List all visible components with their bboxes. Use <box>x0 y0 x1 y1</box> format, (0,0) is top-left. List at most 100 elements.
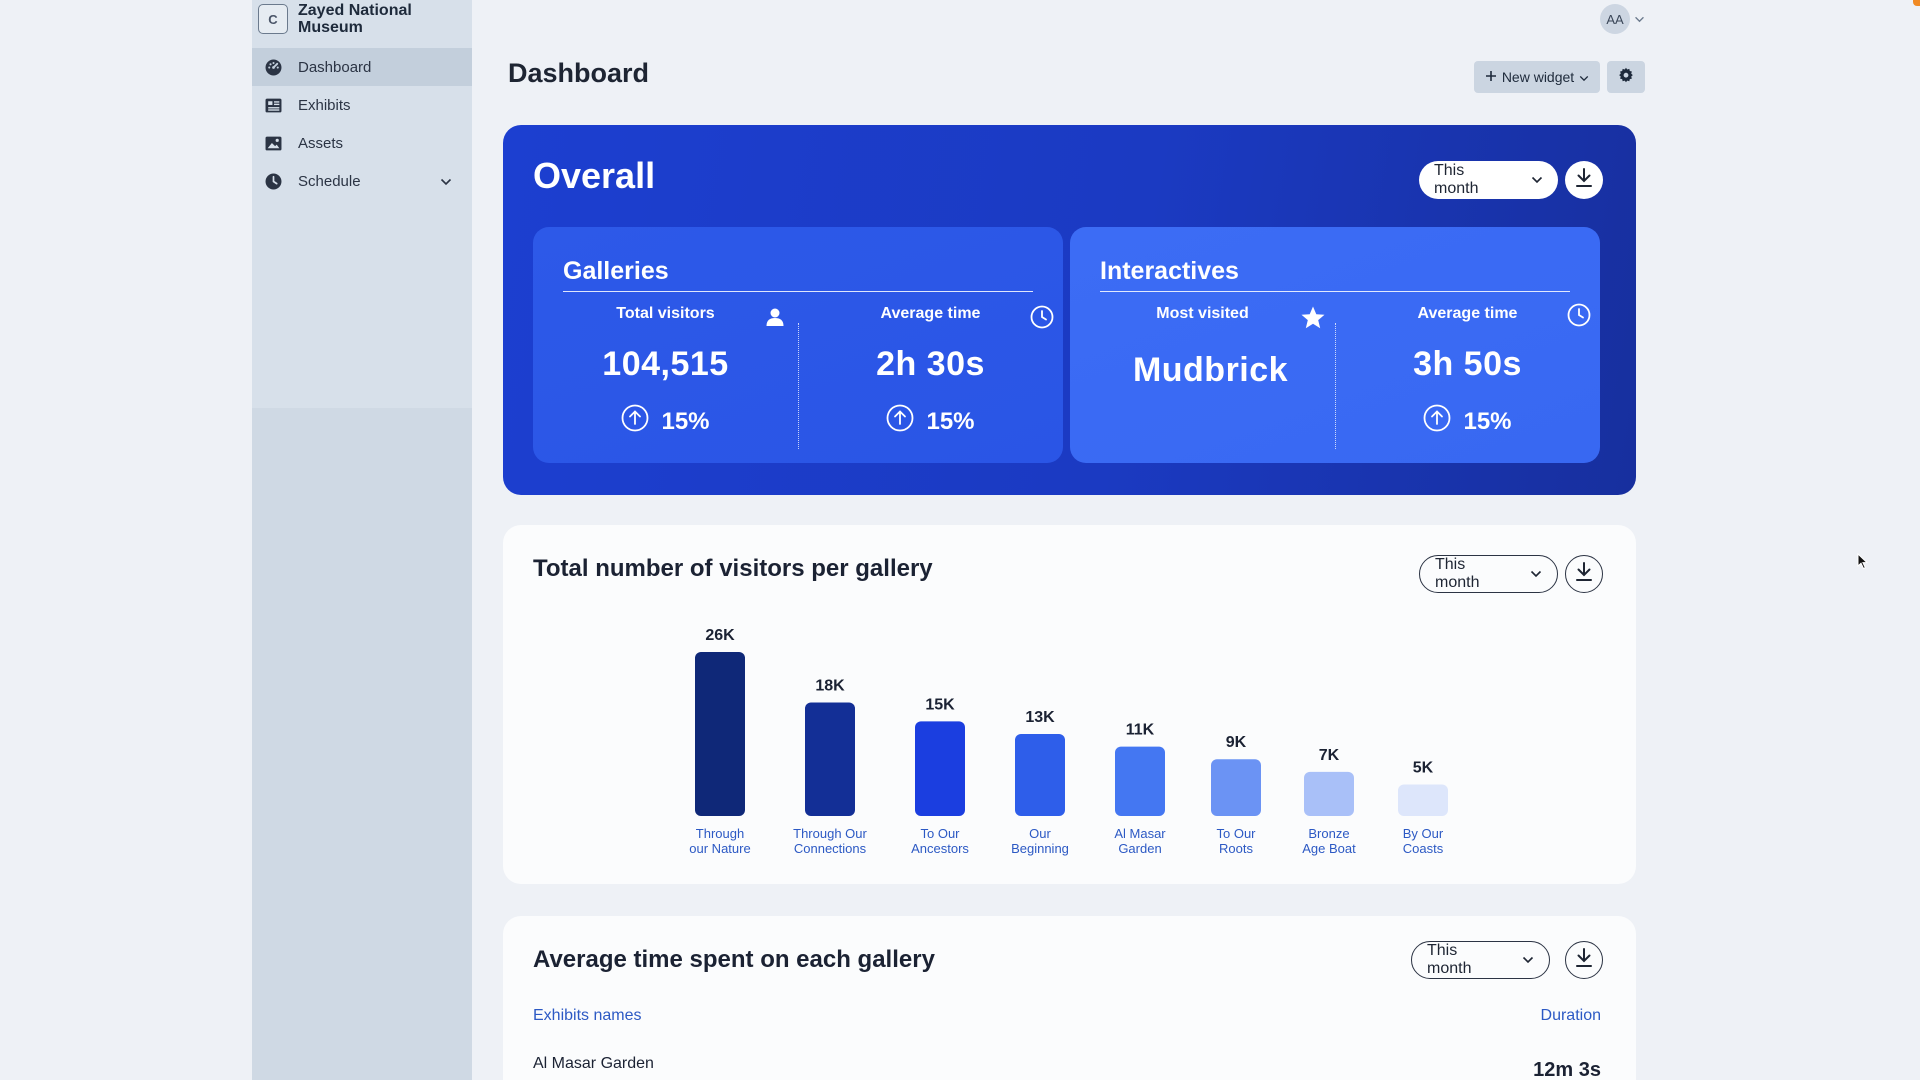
bar-category-label: our Nature <box>689 841 750 856</box>
average-time-card: Average time spent on each gallery This … <box>503 916 1636 1080</box>
bar-category-label: Our <box>1029 826 1051 841</box>
sidebar-item-dashboard[interactable]: Dashboard <box>252 48 472 86</box>
metric-label: Total visitors <box>616 305 715 322</box>
arrow-up-circle-icon <box>621 404 649 439</box>
bar-8[interactable] <box>1398 784 1448 816</box>
period-label: This month <box>1427 942 1472 977</box>
bar-3[interactable] <box>915 721 965 816</box>
galleries-title: Galleries <box>563 257 669 285</box>
bar-category-label: Through <box>696 826 744 841</box>
overall-period-select[interactable]: This month <box>1419 161 1558 199</box>
bar-category-label: Roots <box>1219 841 1253 856</box>
card-title: Total number of visitors per gallery <box>533 555 933 582</box>
bar-6[interactable] <box>1211 759 1261 816</box>
metric-change: 15% <box>798 404 1063 439</box>
person-icon <box>765 307 785 332</box>
bar-category-label: Beginning <box>1011 841 1069 856</box>
bar-category-label: Ancestors <box>911 841 969 856</box>
settings-button[interactable] <box>1607 61 1645 93</box>
bar-5[interactable] <box>1115 746 1165 816</box>
divider <box>563 291 1033 292</box>
metric-label: Most visited <box>1156 305 1249 322</box>
sidebar: C Zayed National Museum Dashboard Exhibi… <box>252 0 472 1080</box>
chevron-down-icon <box>1530 565 1542 583</box>
metric-value: 3h 50s <box>1413 345 1522 383</box>
card-title: Average time spent on each gallery <box>533 946 935 973</box>
bar-2[interactable] <box>805 702 855 816</box>
sidebar-item-exhibits[interactable]: Exhibits <box>252 86 472 124</box>
divider <box>1335 323 1336 449</box>
brand[interactable]: C Zayed National Museum <box>252 0 472 38</box>
download-icon <box>1574 947 1594 974</box>
arrow-up-circle-icon <box>886 404 914 439</box>
visitors-period-select[interactable]: This month <box>1419 555 1558 593</box>
metric-label: Average time <box>1417 305 1518 322</box>
visitors-download-button[interactable] <box>1565 555 1603 593</box>
bar-value-label: 15K <box>925 696 955 713</box>
sidebar-item-assets[interactable]: Assets <box>252 124 472 162</box>
image-icon <box>264 134 282 152</box>
bar-7[interactable] <box>1304 771 1354 816</box>
overall-download-button[interactable] <box>1565 161 1603 199</box>
column-header-name[interactable]: Exhibits names <box>533 1007 642 1024</box>
bar-4[interactable] <box>1015 734 1065 816</box>
bar-category-label: Coasts <box>1403 841 1444 856</box>
new-widget-button[interactable]: New widget <box>1474 61 1600 93</box>
sidebar-lower-panel <box>252 408 472 1080</box>
sidebar-item-schedule[interactable]: Schedule <box>252 162 472 200</box>
change-value: 15% <box>926 407 975 435</box>
bar-value-label: 26K <box>705 627 735 644</box>
bar-category-label: Al Masar <box>1114 826 1166 841</box>
gauge-icon <box>264 58 282 76</box>
total-visitors-metric: Total visitors 104,515 15% <box>533 305 798 439</box>
chevron-down-icon <box>1579 69 1589 85</box>
avg-time-download-button[interactable] <box>1565 941 1603 979</box>
chevron-down-icon[interactable] <box>1634 10 1645 28</box>
bar-value-label: 7K <box>1319 747 1340 764</box>
bar-1[interactable] <box>695 652 745 816</box>
visitors-per-gallery-card: Total number of visitors per gallery Thi… <box>503 525 1636 884</box>
user-menu[interactable]: AA <box>1600 4 1645 34</box>
column-header-duration[interactable]: Duration <box>1540 1007 1601 1024</box>
chevron-down-icon[interactable] <box>440 173 452 190</box>
change-value: 15% <box>1463 407 1512 435</box>
average-time-metric: Average time 3h 50s 15% <box>1335 303 1600 439</box>
avg-time-period-select[interactable]: This month <box>1411 941 1550 979</box>
clock-icon <box>1030 305 1054 334</box>
bar-category-label: To Our <box>920 826 960 841</box>
brand-logo: C <box>258 4 288 34</box>
mouse-cursor <box>1857 552 1869 575</box>
metric-value: 2h 30s <box>876 345 985 383</box>
avatar[interactable]: AA <box>1600 4 1630 34</box>
metric-value: Mudbrick <box>1132 351 1289 389</box>
galleries-card: Galleries Total visitors 104,515 15% Ave… <box>533 227 1063 463</box>
average-time-metric: Average time 2h 30s 15% <box>798 305 1063 439</box>
row-duration: 12m 3s <box>1533 1059 1601 1080</box>
metric-change: 15% <box>1335 404 1600 439</box>
overall-card: Overall This month Galleries Total visit… <box>503 125 1636 495</box>
sidebar-item-label: Dashboard <box>298 58 372 76</box>
bar-value-label: 11K <box>1126 722 1155 739</box>
period-label: This month <box>1434 162 1479 197</box>
page-title: Dashboard <box>508 58 650 88</box>
arrow-up-circle-icon <box>1423 404 1451 439</box>
clock-icon <box>264 172 282 190</box>
metric-label: Average time <box>880 305 981 322</box>
clock-icon <box>1567 303 1591 332</box>
bar-category-label: Bronze <box>1308 826 1349 841</box>
most-visited-metric: Most visited Mudbrick <box>1070 305 1335 390</box>
download-icon <box>1574 167 1594 194</box>
interactives-title: Interactives <box>1100 257 1239 285</box>
divider <box>798 323 799 449</box>
sidebar-nav: Dashboard Exhibits Assets Schedule <box>252 48 472 200</box>
metric-value: 104,515 <box>602 345 729 383</box>
download-icon <box>1574 561 1594 588</box>
sidebar-item-label: Schedule <box>298 172 361 190</box>
star-icon <box>1300 305 1326 336</box>
bar-value-label: 5K <box>1413 759 1434 776</box>
metric-change: 15% <box>533 404 798 439</box>
overall-title: Overall <box>533 155 656 196</box>
chevron-down-icon <box>1531 171 1543 189</box>
